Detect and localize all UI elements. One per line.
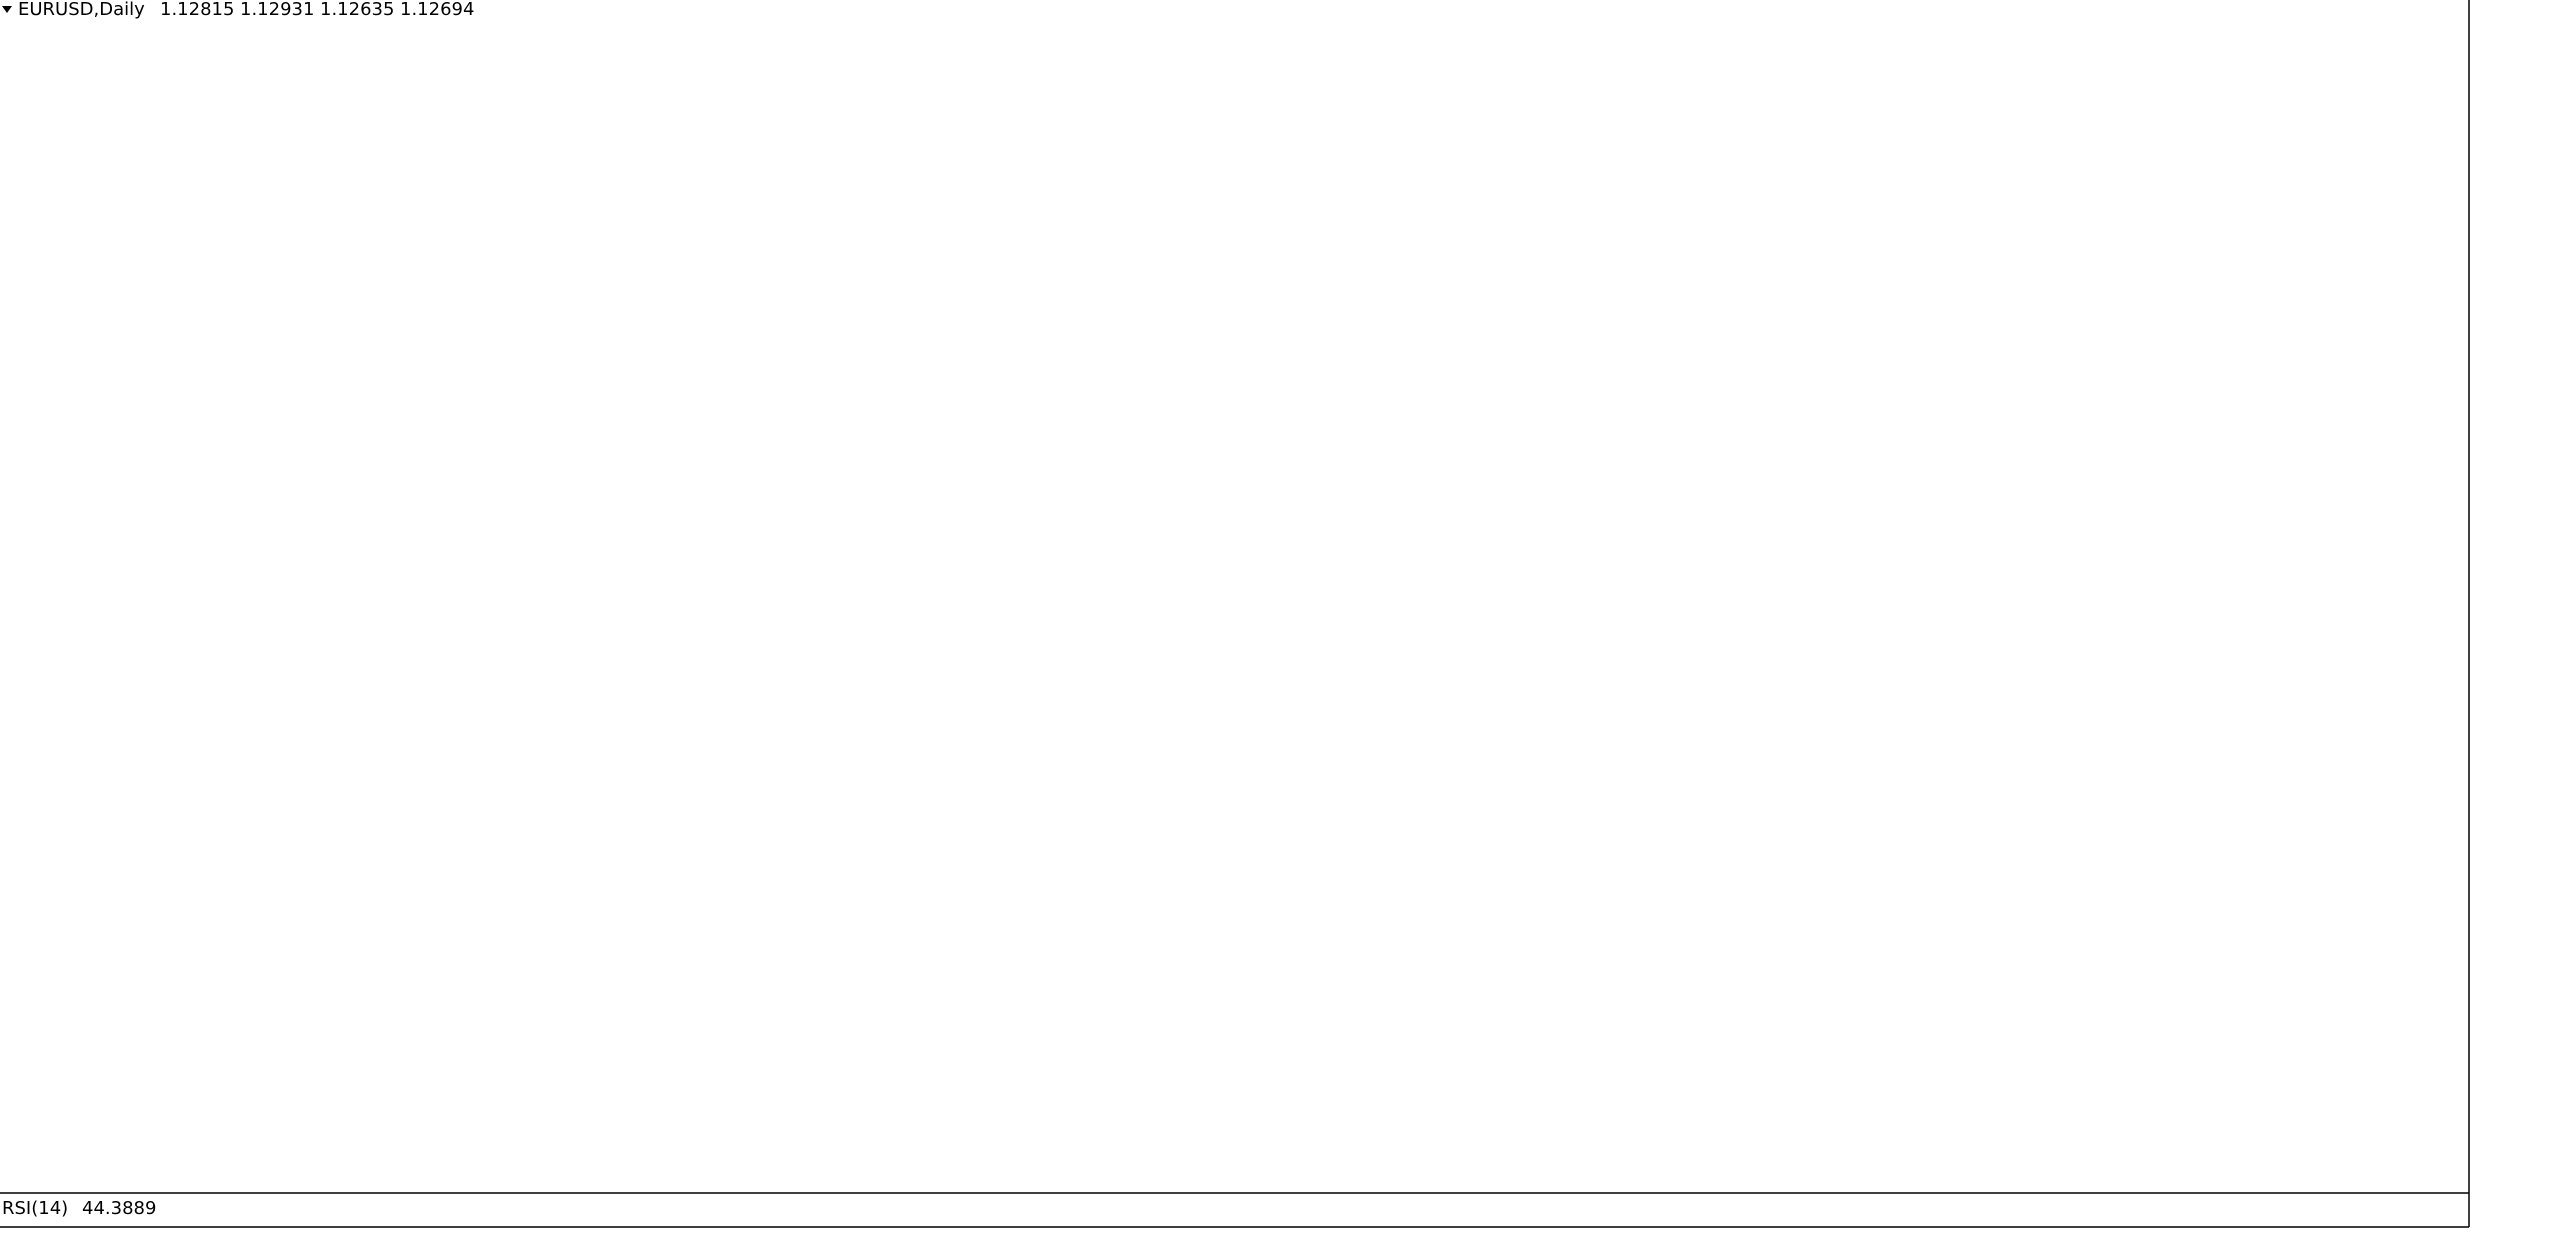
- rsi-value: 44.3889: [82, 1198, 156, 1219]
- header-low: 1.12635: [320, 0, 394, 20]
- collapse-icon[interactable]: [2, 6, 12, 13]
- rsi-title: RSI(14): [2, 1198, 68, 1219]
- symbol-title: EURUSD,Daily: [18, 0, 145, 20]
- header-open: 1.12815: [160, 0, 234, 20]
- header-close: 1.12694: [400, 0, 474, 20]
- header-high: 1.12931: [240, 0, 314, 20]
